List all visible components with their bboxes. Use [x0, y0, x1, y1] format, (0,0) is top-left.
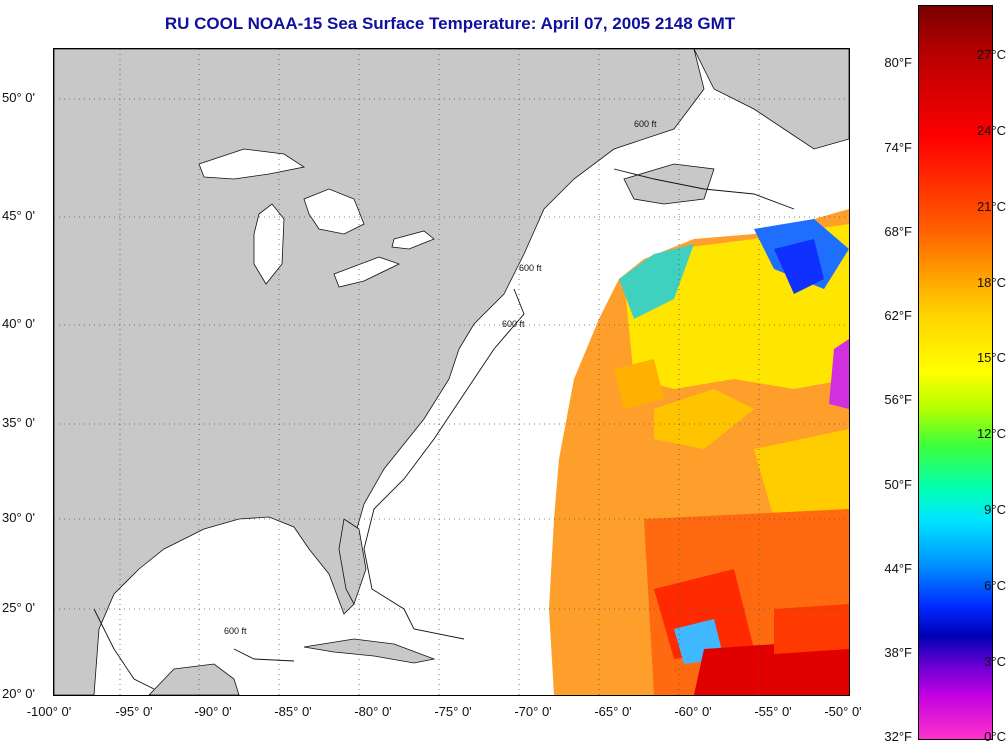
fahrenheit-label-44: 44°F — [884, 561, 912, 576]
great-lakes — [198, 148, 435, 288]
fahrenheit-label-38: 38°F — [884, 645, 912, 660]
contour-label-2: 600 ft — [519, 263, 542, 273]
lat-label-45: 45° 0' — [2, 208, 35, 223]
lon-label-100: -100° 0' — [26, 704, 72, 719]
sst-data-layer — [549, 209, 849, 695]
celsius-label-18: 18°C — [976, 275, 1006, 290]
fahrenheit-label-80: 80°F — [884, 55, 912, 70]
contour-label-3: 600 ft — [634, 119, 657, 129]
map-canvas: 600 ft 600 ft 600 ft 600 ft — [54, 49, 849, 695]
sst-map[interactable]: 600 ft 600 ft 600 ft 600 ft — [53, 48, 850, 696]
lon-label-55: -55° 0' — [754, 704, 792, 719]
lon-label-60: -60° 0' — [674, 704, 712, 719]
lat-label-50: 50° 0' — [2, 90, 35, 105]
fahrenheit-label-62: 62°F — [884, 308, 912, 323]
lon-label-75: -75° 0' — [434, 704, 472, 719]
lon-label-95: -95° 0' — [115, 704, 153, 719]
celsius-label-6: 6°C — [984, 578, 1006, 593]
lat-label-30: 30° 0' — [2, 510, 35, 525]
lon-label-50: -50° 0' — [824, 704, 862, 719]
celsius-label-15: 15°C — [976, 350, 1006, 365]
contour-label-4: 600 ft — [224, 626, 247, 636]
map-title: RU COOL NOAA-15 Sea Surface Temperature:… — [164, 14, 736, 33]
lat-label-35: 35° 0' — [2, 415, 35, 430]
temperature-colorbar — [918, 5, 993, 740]
lat-label-40: 40° 0' — [2, 316, 35, 331]
fahrenheit-label-68: 68°F — [884, 224, 912, 239]
lon-label-85: -85° 0' — [274, 704, 312, 719]
celsius-label-0: 0°C — [984, 729, 1006, 744]
fahrenheit-label-50: 50°F — [884, 477, 912, 492]
celsius-label-27: 27°C — [976, 47, 1006, 62]
fahrenheit-label-56: 56°F — [884, 392, 912, 407]
celsius-label-3: 3°C — [984, 654, 1006, 669]
contour-label-1: 600 ft — [502, 319, 525, 329]
lat-label-25: 25° 0' — [2, 600, 35, 615]
fahrenheit-label-32: 32°F — [884, 729, 912, 744]
fahrenheit-label-74: 74°F — [884, 140, 912, 155]
celsius-label-24: 24°C — [976, 123, 1006, 138]
lon-label-80: -80° 0' — [354, 704, 392, 719]
land-layer — [54, 49, 849, 695]
celsius-label-9: 9°C — [984, 502, 1006, 517]
lon-label-70: -70° 0' — [514, 704, 552, 719]
lat-label-20: 20° 0' — [2, 686, 35, 701]
lon-label-90: -90° 0' — [194, 704, 232, 719]
celsius-label-21: 21°C — [976, 199, 1006, 214]
celsius-label-12: 12°C — [976, 426, 1006, 441]
lon-label-65: -65° 0' — [594, 704, 632, 719]
isobath-contour — [93, 168, 795, 690]
